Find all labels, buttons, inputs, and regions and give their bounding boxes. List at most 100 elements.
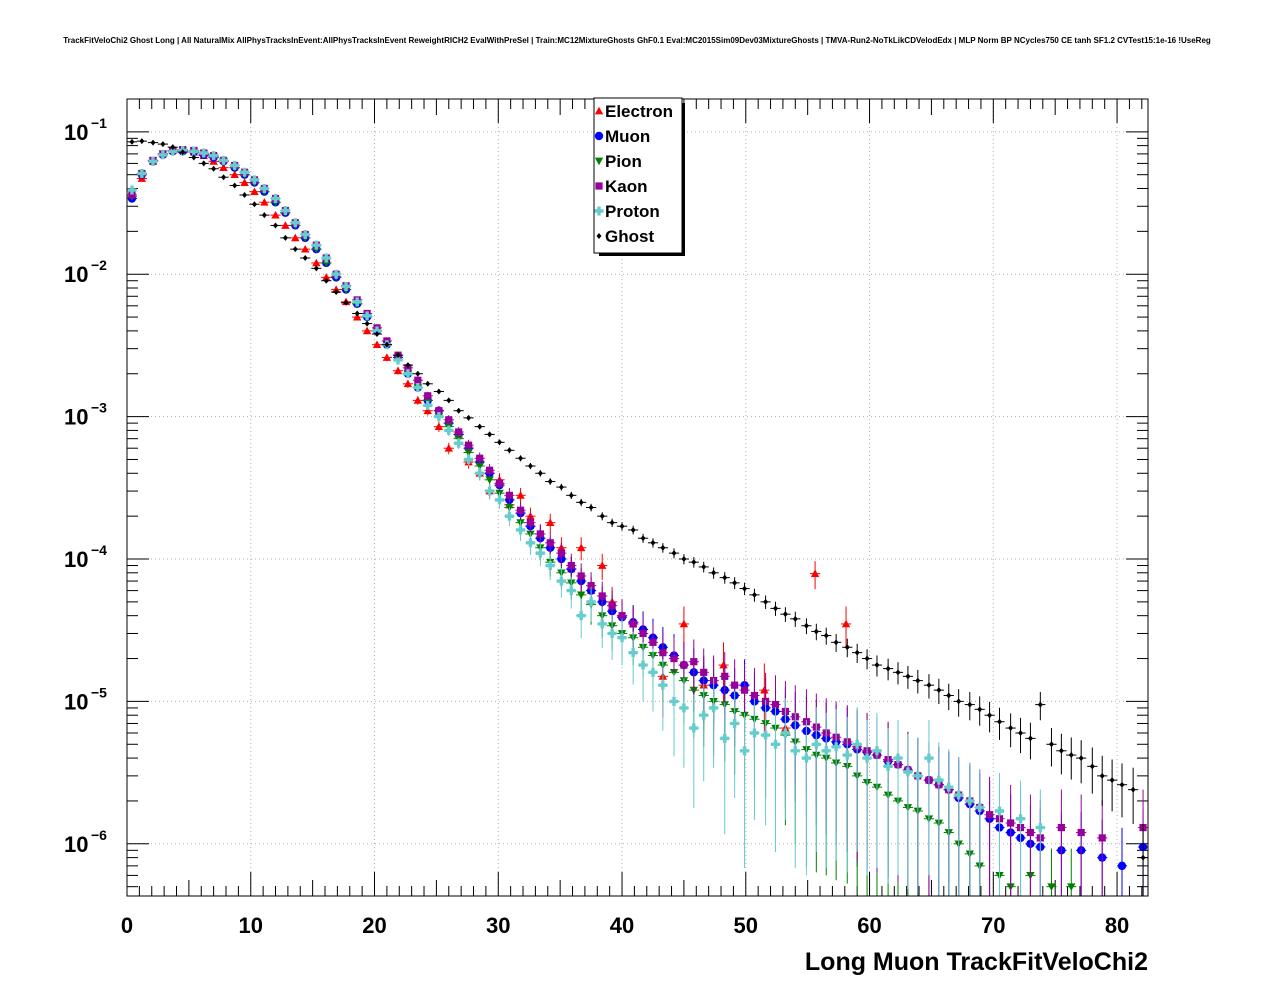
data-point (628, 648, 638, 658)
data-point (1026, 828, 1035, 837)
data-point (374, 331, 380, 338)
data-point (444, 444, 453, 452)
data-point (967, 701, 973, 708)
legend-marker-proton (594, 206, 604, 216)
data-point (454, 438, 464, 448)
data-point (495, 495, 505, 505)
y-tick-exponent: −3 (91, 400, 107, 416)
data-point (926, 682, 932, 689)
data-point (322, 273, 331, 281)
data-point (291, 233, 300, 242)
data-point (312, 258, 321, 267)
data-point (1018, 729, 1024, 736)
data-point (558, 484, 564, 491)
data-point (372, 326, 382, 336)
data-point (618, 612, 626, 620)
data-point (128, 191, 136, 199)
y-tick-exponent: −2 (91, 257, 107, 273)
data-point (720, 733, 730, 743)
data-point (731, 681, 739, 689)
data-point (331, 269, 341, 279)
data-point (924, 753, 934, 763)
data-point (271, 210, 280, 219)
data-point (671, 550, 677, 557)
data-point (936, 687, 942, 694)
data-point (772, 605, 778, 612)
data-point (557, 549, 565, 557)
data-point (516, 525, 526, 535)
data-point (352, 297, 362, 307)
data-point (425, 380, 431, 387)
data-point (434, 412, 444, 422)
data-point (1048, 741, 1054, 748)
legend-box (593, 97, 683, 254)
data-point (1057, 823, 1065, 832)
data-point (527, 462, 533, 469)
data-point (423, 400, 433, 410)
data-point (1068, 752, 1074, 759)
data-point (617, 633, 627, 643)
data-point (395, 352, 401, 359)
data-point (760, 685, 769, 694)
data-point (985, 811, 994, 819)
data-point (249, 175, 259, 185)
data-point (1077, 828, 1085, 837)
data-point (259, 183, 269, 193)
data-point (567, 561, 575, 570)
data-point (487, 431, 493, 438)
data-point (516, 506, 525, 514)
data-point (994, 806, 1004, 816)
x-tick-label: 10 (239, 913, 263, 938)
data-point (477, 423, 483, 430)
data-point (740, 686, 749, 694)
data-point (915, 677, 921, 684)
data-point (669, 696, 679, 706)
x-tick-label: 0 (121, 913, 133, 938)
data-point (576, 611, 586, 621)
data-point (300, 230, 310, 240)
data-point (722, 574, 728, 581)
data-point (903, 767, 913, 777)
data-point (464, 441, 473, 449)
data-point (301, 244, 310, 253)
data-point (1027, 735, 1033, 742)
x-tick-label: 70 (981, 913, 1005, 938)
data-point (771, 700, 780, 709)
data-point (649, 638, 657, 646)
data-point (535, 548, 545, 558)
data-point (801, 753, 811, 763)
data-point (701, 563, 707, 570)
data-point (261, 212, 267, 219)
data-point (545, 561, 555, 571)
data-point (413, 383, 423, 393)
data-point (864, 655, 870, 662)
data-point (475, 462, 484, 471)
data-point (546, 518, 555, 527)
data-point (751, 591, 757, 598)
chart-title: TrackFitVeloChi2 Ghost Long | All Natura… (63, 36, 1211, 45)
data-point (362, 311, 372, 321)
data-point (586, 597, 596, 607)
data-point (893, 753, 903, 763)
data-point (405, 362, 411, 369)
y-tick-label: 10 (64, 405, 88, 430)
data-point (372, 340, 382, 349)
data-point (629, 620, 637, 628)
data-point (872, 746, 882, 756)
data-point (423, 406, 432, 415)
y-tick-exponent: −6 (91, 827, 107, 843)
legend: Electron Muon Pion Kaon Proton Ghost (593, 97, 685, 256)
data-point (525, 538, 535, 548)
legend-label-proton: Proton (605, 202, 660, 221)
data-point (354, 310, 360, 317)
data-point (811, 739, 821, 749)
data-point (292, 246, 298, 253)
data-point (323, 277, 329, 284)
data-point (679, 703, 689, 713)
data-point (608, 602, 616, 610)
data-point (761, 730, 771, 740)
data-point (576, 543, 586, 552)
x-tick-label: 20 (362, 913, 386, 938)
data-point (221, 174, 227, 181)
data-point (486, 466, 494, 474)
